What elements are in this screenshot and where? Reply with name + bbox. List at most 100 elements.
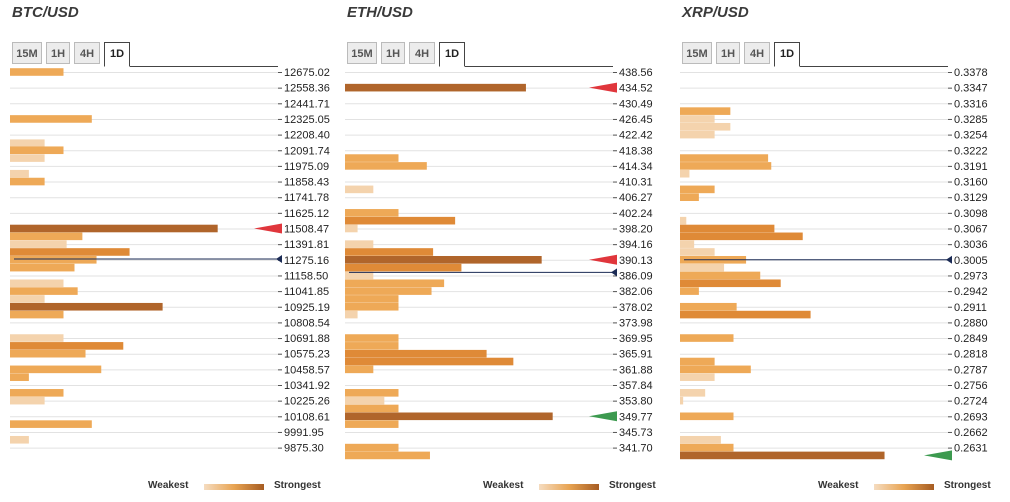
btc-price-label: 11975.09 [284,161,329,173]
eth-green-arrow-icon [589,411,617,422]
btc-confluence-bar [10,115,92,123]
xrp-price-label: 0.2849 [954,333,988,345]
eth-price-label: 414.34 [619,161,653,173]
eth-confluence-bar [345,162,427,170]
btc-price-label: 12208.40 [284,130,330,142]
btc-price-label: 10108.61 [284,411,330,423]
xrp-panel: XRP/USD 15M 1H 4H 1D 0.3378 0.3347 0.3316 0… [670,0,1000,502]
xrp-confluence-bar [680,443,734,452]
btc-legend-weakest: Weakest [148,480,189,491]
eth-chart: 438.56 434.52 430.49 426.45 422.42 418.38 414.… [345,67,653,460]
eth-confluence-bar [345,185,374,194]
xrp-price-label: 0.2973 [954,270,988,282]
xrp-confluence-bar [680,224,775,233]
eth-price-label: 394.16 [619,239,653,251]
btc-confluence-bar [10,435,29,444]
eth-title: ETH/USD [347,4,413,21]
eth-confluence-bar [345,240,374,248]
btc-tab-1h[interactable]: 1H [46,42,70,64]
eth-legend-strongest: Strongest [609,480,656,491]
eth-price-label: 410.31 [619,177,653,189]
eth-price-label: 357.84 [619,380,653,392]
btc-confluence-bar [10,154,45,162]
btc-confluence-bar [10,349,86,358]
eth-confluence-bar [345,404,399,413]
eth-price-label: 418.38 [619,145,653,157]
xrp-confluence-bar [680,287,699,295]
btc-price-label: 10925.19 [284,302,330,314]
eth-price-label: 345.73 [619,427,653,439]
btc-price-label: 11275.16 [284,255,329,267]
eth-price-label: 369.95 [619,333,653,345]
eth-price-label: 386.09 [619,270,653,282]
eth-confluence-bar [345,216,456,225]
btc-confluence-bar [10,68,64,76]
eth-confluence-bar [345,396,385,405]
btc-confluence-bar [10,146,64,155]
btc-price-label: 11158.50 [284,270,328,282]
eth-confluence-bar [345,302,399,311]
xrp-price-label: 0.2662 [954,427,988,439]
btc-tab-15m[interactable]: 15M [12,42,42,64]
xrp-price-label: 0.3222 [954,145,988,157]
xrp-price-label: 0.3098 [954,208,988,220]
xrp-current-price-marker [946,255,952,264]
xrp-confluence-bar [680,357,715,366]
xrp-price-label: 0.2631 [954,443,988,455]
xrp-legend-weakest: Weakest [818,480,859,491]
btc-price-label: 12091.74 [284,145,330,157]
eth-price-label: 402.24 [619,208,653,220]
xrp-tab-1d[interactable]: 1D [774,42,800,67]
xrp-legend: Weakest Strongest [818,480,998,494]
xrp-confluence-bar [680,185,715,194]
xrp-tab-15m[interactable]: 15M [682,42,712,64]
xrp-confluence-bar [680,279,781,288]
btc-red-arrow-icon [254,223,282,234]
xrp-tab-rule [800,66,948,67]
xrp-price-label: 0.3378 [954,67,988,79]
eth-tab-1h[interactable]: 1H [381,42,405,64]
btc-panel: BTC/USD 15M 1H 4H 1D 12675.02 12558.36 124… [0,0,330,502]
btc-price-label: 11391.81 [284,239,329,251]
eth-confluence-bar [345,342,399,350]
xrp-price-label: 0.3067 [954,224,988,236]
xrp-chart: 0.3378 0.3347 0.3316 0.3285 0.3254 0.3222 0.31… [680,67,988,461]
eth-red-arrow-icon [589,82,617,93]
eth-current-price-marker [611,268,617,277]
xrp-confluence-bar [680,412,734,421]
eth-tab-1d[interactable]: 1D [439,42,465,67]
btc-tab-4h[interactable]: 4H [74,42,100,64]
xrp-confluence-bar [680,169,690,178]
xrp-tab-1h[interactable]: 1H [716,42,740,64]
eth-tab-4h[interactable]: 4H [409,42,435,64]
xrp-price-label: 0.2880 [954,317,988,329]
eth-legend-gradient [539,484,599,490]
xrp-confluence-bar [680,154,769,162]
xrp-confluence-bar [680,389,706,397]
btc-tab-rule [130,66,278,67]
eth-confluence-bar [345,209,399,217]
eth-confluence-bar [345,263,462,272]
btc-confluence-bar [10,302,163,311]
btc-confluence-bar [10,295,45,303]
eth-price-label: 434.52 [619,83,653,95]
eth-price-label: 422.42 [619,130,653,142]
btc-current-price-marker [276,255,282,264]
eth-tab-15m[interactable]: 15M [347,42,377,64]
xrp-green-arrow-icon [924,450,952,461]
xrp-confluence-bar [680,373,715,381]
xrp-tab-4h[interactable]: 4H [744,42,770,64]
xrp-confluence-bar [680,240,695,248]
eth-price-label: 430.49 [619,98,653,110]
eth-price-label: 390.13 [619,255,653,267]
btc-confluence-bar [10,389,64,397]
eth-confluence-bar [345,279,445,288]
btc-legend-gradient [204,484,264,490]
xrp-confluence-bar [680,302,737,311]
btc-price-label: 12441.71 [284,98,330,110]
btc-confluence-bar [10,420,92,428]
btc-tab-1d[interactable]: 1D [104,42,130,67]
xrp-confluence-bar [680,334,734,342]
eth-confluence-bar [345,357,514,366]
xrp-price-label: 0.3254 [954,130,988,142]
